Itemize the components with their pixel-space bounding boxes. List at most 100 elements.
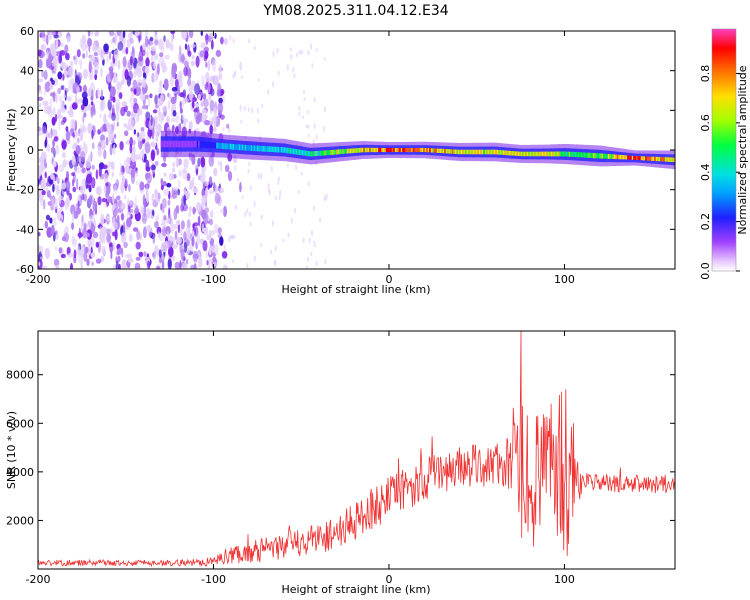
spectrogram-noise-speckle bbox=[68, 110, 74, 116]
spectrogram-noise-speckle bbox=[209, 124, 213, 135]
spectrogram-ridge-core bbox=[298, 149, 301, 155]
spectrogram-noise-speckle bbox=[203, 114, 208, 120]
spectrogram-noise-speckle bbox=[307, 133, 310, 138]
spectrogram-noise-speckle bbox=[133, 88, 137, 95]
spectrogram-noise-speckle bbox=[145, 159, 150, 172]
spectrogram-noise-speckle bbox=[155, 135, 159, 143]
spectrogram-noise-speckle bbox=[43, 88, 47, 96]
spectrogram-noise-speckle bbox=[150, 46, 157, 52]
spectrogram-noise-speckle bbox=[176, 219, 181, 226]
spectrogram-noise-speckle bbox=[139, 130, 146, 140]
spectrogram-ridge-core bbox=[585, 152, 587, 158]
spectrogram-ridge-core bbox=[246, 145, 248, 151]
spectrogram-noise-speckle bbox=[129, 55, 133, 66]
spectrogram-noise-speckle bbox=[130, 159, 137, 170]
spectrogram-noise-speckle bbox=[249, 221, 252, 227]
spectrogram-ridge-core bbox=[546, 151, 548, 157]
spectrogram-noise-speckle bbox=[219, 236, 224, 246]
spectrogram-noise-speckle bbox=[113, 203, 117, 209]
spectrogram-noise-speckle bbox=[272, 81, 275, 88]
x-tick-label: -200 bbox=[26, 273, 51, 286]
spectrogram-ridge-core bbox=[345, 148, 347, 154]
spectrogram-noise-speckle bbox=[163, 35, 166, 43]
spectrogram-noise-speckle bbox=[65, 130, 71, 141]
spectrogram-noise-speckle bbox=[153, 53, 159, 61]
spectrogram-ridge-core bbox=[201, 141, 203, 148]
spectrogram-noise-speckle bbox=[82, 53, 86, 59]
spectrogram-ridge-core bbox=[577, 152, 580, 158]
spectrogram-ridge-core bbox=[457, 149, 460, 155]
spectrogram-ridge-core bbox=[597, 153, 599, 159]
spectrogram-noise-speckle bbox=[39, 102, 42, 108]
spectrogram-ridge-core bbox=[610, 154, 613, 159]
spectrogram-ridge-core bbox=[588, 152, 590, 158]
spectrogram-noise-speckle bbox=[315, 134, 318, 141]
spectrogram-noise-speckle bbox=[41, 190, 46, 196]
spectrogram-ridge-core bbox=[229, 143, 232, 150]
spectrogram-ridge-core bbox=[378, 147, 380, 153]
spectrogram-noise-speckle bbox=[133, 129, 137, 135]
spectrogram-ridge-core bbox=[352, 148, 355, 153]
spectrogram-noise-speckle bbox=[41, 125, 47, 135]
spectrogram-ridge-core bbox=[573, 151, 575, 157]
spectrogram-ridge-core bbox=[450, 149, 452, 154]
spectrogram-noise-speckle bbox=[133, 139, 136, 146]
spectrogram-noise-speckle bbox=[136, 230, 141, 241]
spectrogram-ridge-core bbox=[496, 149, 499, 155]
spectrogram-noise-speckle bbox=[229, 35, 232, 41]
spectrogram-noise-speckle bbox=[187, 44, 190, 56]
spectrogram-noise-speckle bbox=[39, 31, 45, 38]
spectrogram-noise-speckle bbox=[193, 222, 199, 227]
spectrogram-ridge-core bbox=[318, 150, 320, 156]
spectrogram-noise-speckle bbox=[141, 49, 146, 57]
spectrogram-noise-speckle bbox=[88, 87, 92, 97]
spectrogram-noise-speckle bbox=[189, 120, 193, 132]
spectrogram-ridge-core bbox=[421, 147, 424, 152]
spectrogram-noise-speckle bbox=[67, 96, 72, 102]
spectrogram-ridge-core bbox=[382, 148, 385, 153]
spectrogram-ridge-core bbox=[210, 142, 212, 149]
spectrogram-ridge-core bbox=[549, 151, 551, 157]
spectrogram-noise-speckle bbox=[52, 139, 56, 148]
spectrogram-ridge-core bbox=[661, 157, 664, 162]
spectrogram-noise-speckle bbox=[113, 71, 117, 83]
spectrogram-noise-speckle bbox=[136, 180, 139, 186]
spectrogram-ridge-core bbox=[415, 148, 418, 153]
spectrogram-noise-speckle bbox=[170, 42, 173, 47]
spectrogram-noise-speckle bbox=[192, 250, 198, 263]
spectrogram-ridge-core bbox=[528, 151, 530, 157]
spectrogram-noise-speckle bbox=[44, 220, 49, 229]
spectrogram-ridge-core bbox=[297, 149, 299, 155]
spectrogram-ridge-core bbox=[214, 142, 217, 149]
spectrogram-noise-speckle bbox=[94, 31, 100, 37]
spectrogram-ridge-core bbox=[591, 152, 593, 159]
spectrogram-ridge-core bbox=[348, 148, 350, 154]
spectrogram-noise-speckle bbox=[54, 58, 59, 64]
spectrogram-noise-speckle bbox=[88, 154, 91, 163]
spectrogram-ridge-core bbox=[598, 153, 601, 159]
spectrogram-noise-speckle bbox=[159, 52, 164, 58]
colorbar-title: Normalized spectral amplitude bbox=[736, 65, 749, 234]
spectrogram-noise-speckle bbox=[322, 125, 325, 133]
spectrogram-noise-speckle bbox=[53, 258, 60, 267]
spectrogram-noise-speckle bbox=[222, 127, 225, 131]
spectrogram-noise-speckle bbox=[177, 85, 180, 96]
spectrogram-noise-speckle bbox=[210, 210, 214, 219]
spectrogram-noise-speckle bbox=[214, 244, 219, 256]
spectrogram-ridge-core bbox=[462, 149, 464, 155]
spectrogram-noise-speckle bbox=[214, 193, 221, 204]
spectrogram-ridge-core bbox=[409, 148, 412, 153]
spectrogram-noise-speckle bbox=[239, 182, 242, 193]
spectrogram-noise-speckle bbox=[109, 144, 113, 156]
spectrogram-noise-speckle bbox=[247, 168, 250, 174]
spectrogram-ridge-core bbox=[408, 148, 410, 153]
spectrogram-noise-speckle bbox=[213, 182, 216, 192]
spectrogram-ridge-core bbox=[441, 148, 443, 154]
spectrogram-noise-speckle bbox=[208, 229, 212, 242]
spectrogram-noise-speckle bbox=[138, 34, 141, 43]
spectrogram-noise-speckle bbox=[90, 236, 95, 248]
spectrogram-ridge-core bbox=[564, 151, 566, 157]
spectrogram-noise-speckle bbox=[211, 229, 215, 236]
spectrogram-noise-speckle bbox=[158, 38, 163, 50]
spectrogram-noise-speckle bbox=[160, 184, 164, 191]
